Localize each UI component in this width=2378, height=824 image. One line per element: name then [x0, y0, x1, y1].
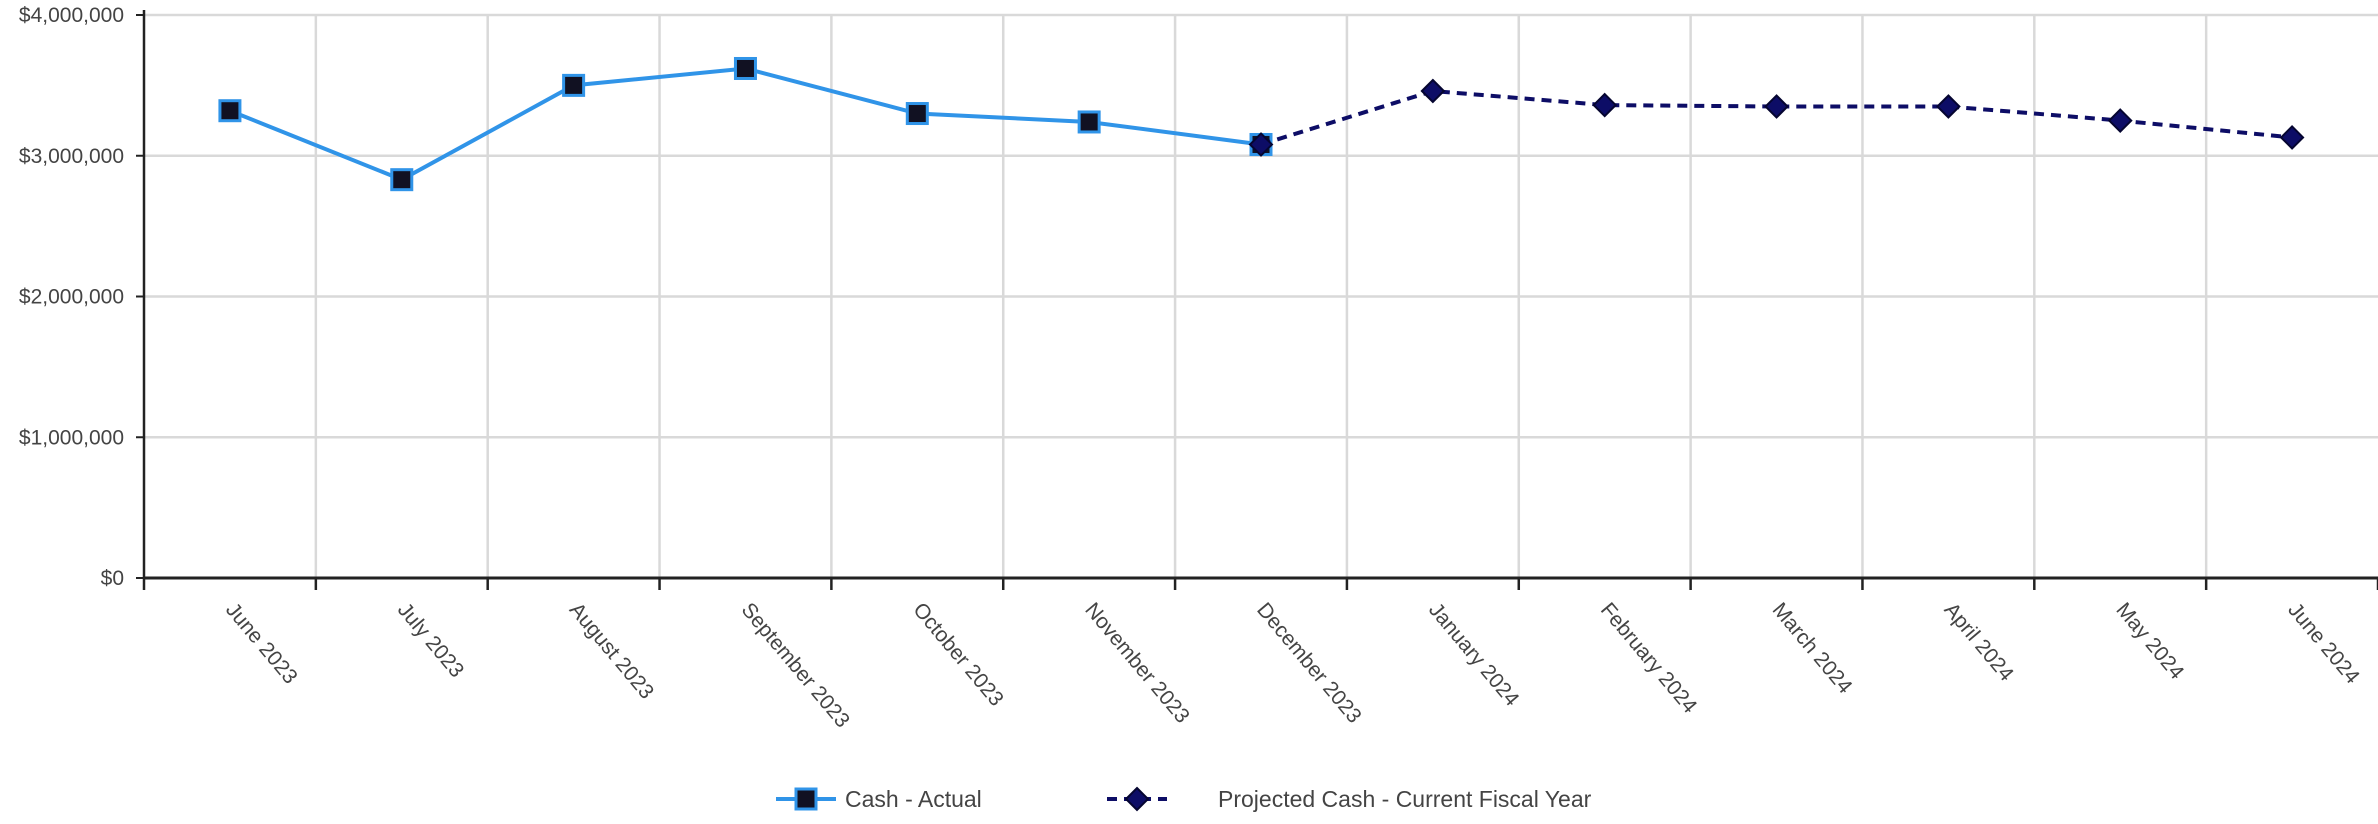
- x-tick-label: December 2023: [1252, 598, 1366, 727]
- x-tick-label: April 2024: [1940, 598, 2019, 685]
- y-tick-label: $0: [101, 567, 124, 590]
- x-tick-label: November 2023: [1080, 598, 1194, 727]
- grid: [144, 13, 2378, 578]
- series-group: [218, 56, 2305, 192]
- x-tick-label: September 2023: [737, 598, 854, 732]
- y-tick-label: $2,000,000: [19, 286, 124, 309]
- data-point: [562, 73, 586, 97]
- data-point: [1248, 132, 1274, 157]
- legend-item-1: Cash - Actual: [776, 786, 982, 812]
- y-tick-label: $3,000,000: [19, 145, 124, 168]
- data-point: [1764, 94, 1789, 119]
- x-tick-label: June 2023: [221, 598, 302, 688]
- legend: Cash - Actual Projected Cash - Current Fi…: [776, 786, 1592, 812]
- data-point: [1420, 78, 1446, 104]
- x-tick-label: February 2024: [1596, 598, 1702, 718]
- data-point: [2279, 125, 2305, 150]
- data-point: [218, 99, 242, 123]
- data-point: [2107, 108, 2133, 133]
- data-point: [1935, 94, 1961, 119]
- series-1: [218, 56, 1273, 192]
- x-tick-label: October 2023: [908, 598, 1007, 710]
- data-point: [733, 56, 757, 80]
- x-tick-label: March 2024: [1768, 598, 1857, 698]
- data-point: [1592, 92, 1618, 118]
- x-tick-label: January 2024: [1424, 598, 1524, 711]
- y-tick-label: $4,000,000: [19, 4, 124, 27]
- x-tick-label: July 2023: [393, 598, 468, 682]
- legend-label: Cash - Actual: [845, 786, 982, 812]
- series-2: [1248, 78, 2305, 157]
- legend-label: Projected Cash - Current Fiscal Year: [1218, 786, 1592, 812]
- x-tick-label: May 2024: [2111, 598, 2188, 684]
- data-point: [1077, 110, 1101, 134]
- x-tick-label: August 2023: [565, 598, 658, 703]
- y-tick-label: $1,000,000: [19, 426, 124, 449]
- legend-item-2: Projected Cash - Current Fiscal Year: [1107, 786, 1592, 812]
- legend-swatch-marker: [794, 787, 818, 811]
- x-tick-label: June 2024: [2283, 598, 2364, 688]
- series-line: [229, 66, 1262, 182]
- legend-swatch-marker: [1124, 786, 1150, 812]
- data-point: [390, 168, 414, 192]
- data-point: [905, 102, 929, 126]
